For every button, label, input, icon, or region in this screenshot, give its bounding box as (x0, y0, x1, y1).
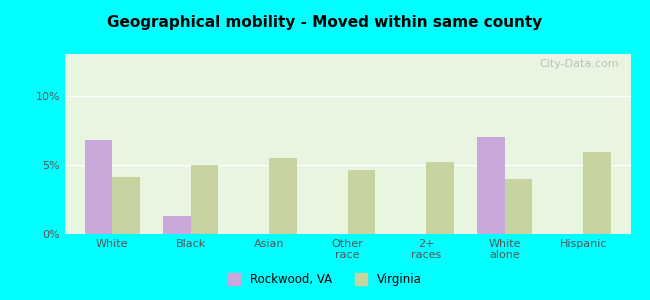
Text: Geographical mobility - Moved within same county: Geographical mobility - Moved within sam… (107, 15, 543, 30)
Bar (477, 137, 505, 234)
Bar (190, 165, 218, 234)
Bar (112, 177, 140, 234)
Bar (163, 216, 190, 234)
Text: City-Data.com: City-Data.com (540, 59, 619, 69)
Bar (505, 178, 532, 234)
Legend: Rockwood, VA, Virginia: Rockwood, VA, Virginia (224, 268, 426, 291)
Bar (84, 140, 112, 234)
Bar (269, 158, 296, 234)
Bar (348, 170, 375, 234)
Bar (426, 162, 454, 234)
Bar (584, 152, 611, 234)
